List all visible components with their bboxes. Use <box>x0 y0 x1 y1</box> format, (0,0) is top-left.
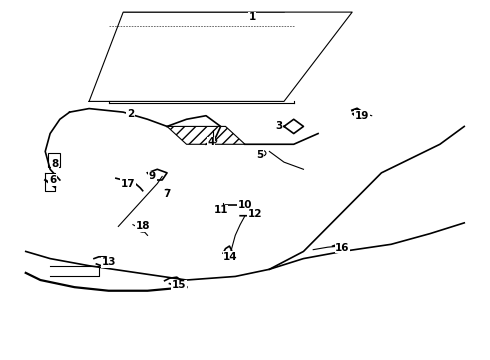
Text: 6: 6 <box>49 175 56 185</box>
Text: 3: 3 <box>275 121 283 131</box>
Text: 18: 18 <box>135 221 150 231</box>
Text: 8: 8 <box>51 159 59 169</box>
Text: 2: 2 <box>127 109 134 119</box>
Text: 15: 15 <box>172 280 187 291</box>
Bar <box>48 153 60 167</box>
Text: 11: 11 <box>213 205 228 215</box>
Text: 9: 9 <box>149 171 156 181</box>
Text: 1: 1 <box>249 13 256 22</box>
Text: 17: 17 <box>121 179 135 189</box>
Text: 12: 12 <box>247 209 262 219</box>
Text: 14: 14 <box>223 252 238 262</box>
Text: 19: 19 <box>355 111 369 121</box>
Text: 7: 7 <box>163 189 171 199</box>
Text: 16: 16 <box>335 243 350 253</box>
Text: 13: 13 <box>101 257 116 267</box>
Text: 4: 4 <box>207 138 215 148</box>
Text: 10: 10 <box>238 200 252 210</box>
Text: 5: 5 <box>256 150 263 160</box>
